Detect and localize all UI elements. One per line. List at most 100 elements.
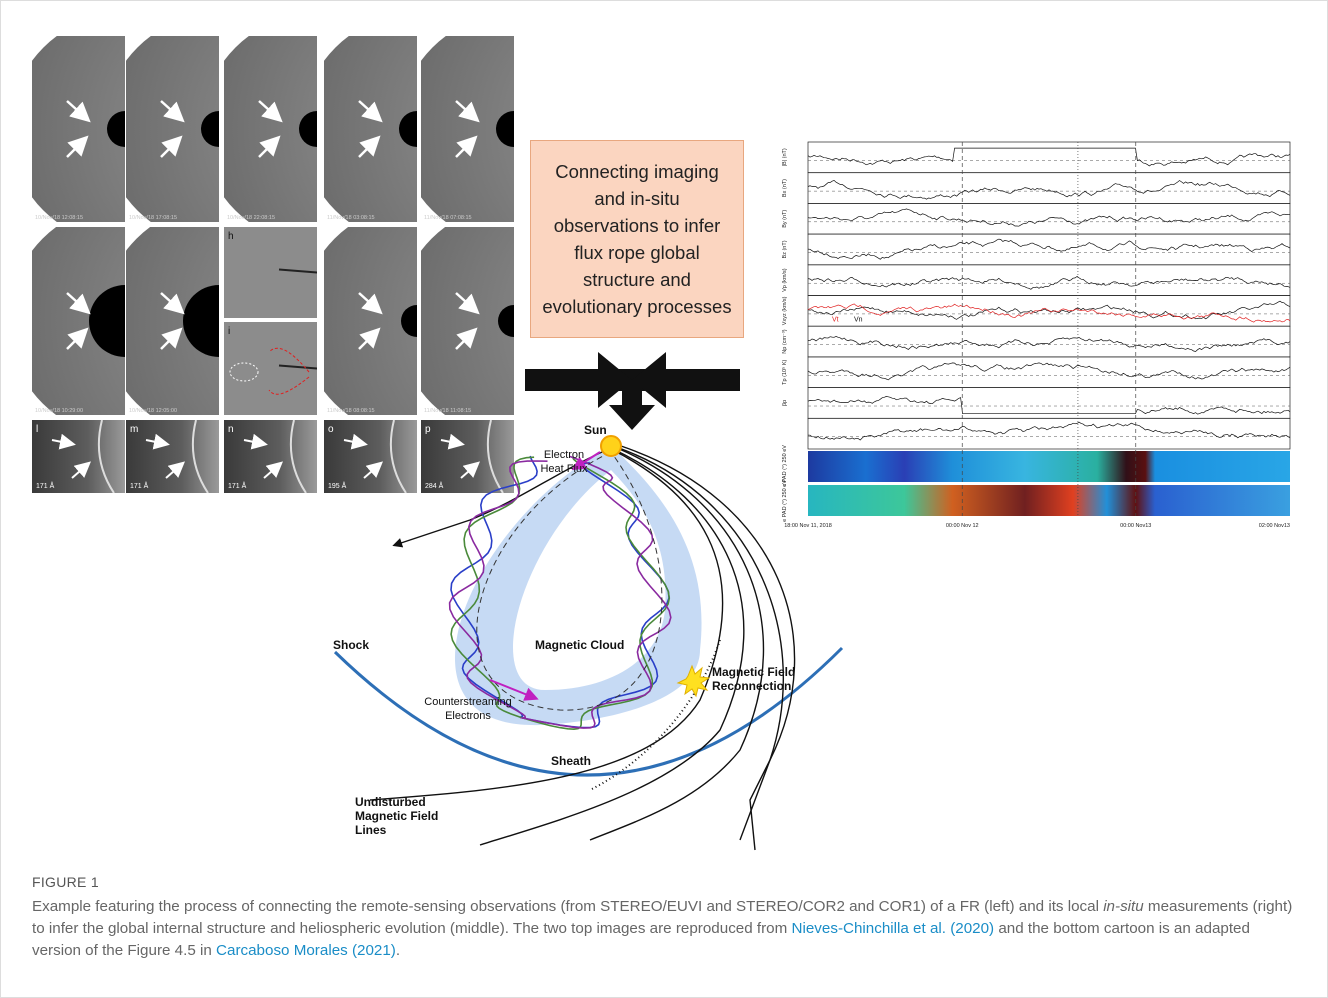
trace bbox=[808, 209, 1290, 226]
panel-time: 10/Nov/18 17:08:15 bbox=[129, 215, 177, 221]
occulter bbox=[496, 111, 532, 147]
axis-label: βp bbox=[782, 400, 788, 406]
time-label: 02:00 Nov13 bbox=[1259, 523, 1290, 529]
axis-label: e PAD (°) 250 eV bbox=[782, 480, 788, 522]
axis-label: Vxyz (km/s) bbox=[782, 296, 788, 325]
spectrogram bbox=[808, 451, 1290, 482]
panel-letter: c bbox=[228, 40, 233, 51]
panel-content: o 195 Å bbox=[324, 420, 417, 493]
panel-letter: n bbox=[228, 424, 234, 435]
panel-time: 11/Nov/18 11:08:15 bbox=[424, 408, 471, 414]
plot-frame bbox=[808, 326, 1290, 357]
sun-label: Sun bbox=[584, 423, 607, 437]
black-arrows bbox=[525, 352, 740, 430]
figure-page: a 10/Nov/18 12:08:15 b 10/Nov/18 17:08:15 c 1… bbox=[0, 0, 1328, 998]
reconnection-label: Magnetic Field Reconnection bbox=[712, 665, 802, 693]
image-panel: o 195 Å bbox=[324, 420, 417, 493]
trace bbox=[808, 180, 1290, 199]
panel-wavelength: 284 Å bbox=[425, 481, 444, 490]
panel-time: 11/Nov/18 08:08:15 bbox=[327, 408, 375, 414]
trace bbox=[808, 239, 1290, 259]
plot-frame bbox=[808, 234, 1290, 265]
plot-frame bbox=[808, 418, 1290, 449]
sheath-label: Sheath bbox=[551, 754, 591, 768]
panel-time: 11/Nov/18 07:08:15 bbox=[424, 215, 472, 221]
panel-wavelength: 171 Å bbox=[36, 481, 55, 490]
axis-label: Vp (km/s) bbox=[782, 268, 788, 292]
axis-label: Tp (10⁵ K) bbox=[781, 359, 788, 384]
trace bbox=[808, 148, 1290, 166]
panel-letter: j bbox=[327, 231, 330, 242]
time-label: 00:00 Nov 12 bbox=[946, 523, 979, 529]
axis-label: By (nT) bbox=[782, 210, 788, 228]
magnetic-cloud-label: Magnetic Cloud bbox=[535, 638, 624, 652]
panel-wavelength: 171 Å bbox=[130, 481, 149, 490]
panel-letter: e bbox=[425, 40, 431, 51]
in-situ-plot: |B| (nT) Bx (nT) By (nT) Bz (nT) Vp (km/s) Vx… bbox=[781, 142, 1290, 529]
panel-letter: i bbox=[228, 326, 230, 337]
shock-label: Shock bbox=[333, 638, 369, 652]
plot-frame bbox=[808, 142, 1290, 173]
image-panel: n 171 Å bbox=[224, 420, 317, 493]
legend-label: Vn bbox=[854, 317, 863, 324]
trace bbox=[808, 363, 1290, 380]
concept-box: Connecting imaging and in-situ observati… bbox=[530, 140, 744, 338]
caption-label: FIGURE 1 bbox=[32, 874, 99, 890]
panel-letter: p bbox=[425, 424, 431, 435]
image-panel: p 284 Å bbox=[421, 420, 514, 493]
image-panel: l 171 Å bbox=[32, 420, 125, 493]
trace bbox=[808, 276, 1290, 289]
caption-text: Example featuring the process of connect… bbox=[32, 898, 1103, 915]
panel-letter: l bbox=[36, 424, 38, 435]
panel-time: 10/Nov/18 10:29:00 bbox=[35, 408, 83, 414]
caption: Example featuring the process of connect… bbox=[32, 896, 1302, 962]
panel-content: m 171 Å bbox=[126, 420, 219, 493]
image-panel: m 171 Å bbox=[126, 420, 219, 493]
panel-letter: h bbox=[228, 231, 234, 242]
axis-label: |B| (nT) bbox=[782, 148, 788, 166]
panel-bg bbox=[224, 227, 317, 318]
panel-content: h bbox=[224, 227, 317, 318]
panel-content: n 171 Å bbox=[224, 420, 317, 493]
panel-letter: m bbox=[130, 424, 138, 435]
panel-wavelength: 171 Å bbox=[228, 481, 247, 490]
panel-letter: f bbox=[36, 231, 39, 242]
panel-time: 10/Nov/18 12:05:00 bbox=[129, 408, 177, 414]
reference-link[interactable]: Nieves-Chinchilla et al. (2020) bbox=[792, 920, 995, 937]
panel-time: 10/Nov/18 22:08:15 bbox=[227, 215, 275, 221]
caption-text: . bbox=[396, 942, 400, 959]
legend-label: Vt bbox=[832, 317, 839, 324]
panel-letter: o bbox=[328, 424, 334, 435]
panel-content: l 171 Å bbox=[32, 420, 125, 493]
image-panel: i bbox=[224, 322, 317, 415]
panel-letter: d bbox=[328, 40, 334, 51]
panel-bg bbox=[224, 322, 317, 415]
occulter bbox=[498, 305, 530, 337]
spectrogram bbox=[808, 485, 1290, 516]
trace bbox=[808, 422, 1290, 440]
image-panel: h bbox=[224, 227, 317, 318]
sun bbox=[601, 436, 621, 456]
panel-wavelength: 195 Å bbox=[328, 481, 347, 490]
trace bbox=[808, 396, 1290, 414]
plot-frame bbox=[808, 357, 1290, 388]
time-label: 18:00 Nov 11, 2018 bbox=[784, 523, 832, 529]
undisturbed-label: Undisturbed Magnetic Field Lines bbox=[355, 795, 470, 837]
panel-letter: g bbox=[130, 231, 136, 242]
counterstreaming-label: Counterstreaming Electrons bbox=[418, 695, 518, 723]
reference-link[interactable]: Carcaboso Morales (2021) bbox=[216, 942, 396, 959]
panel-letter: b bbox=[130, 40, 136, 51]
axis-label: Bz (nT) bbox=[782, 240, 788, 258]
caption-italic: in-situ bbox=[1103, 898, 1144, 915]
axis-label: Np (cm⁻³) bbox=[782, 329, 788, 353]
panel-time: 11/Nov/18 03:08:15 bbox=[327, 215, 375, 221]
panel-time: 10/Nov/18 12:08:15 bbox=[35, 215, 83, 221]
panel-content: p 284 Å bbox=[421, 420, 514, 493]
axis-label: Bx (nT) bbox=[782, 179, 788, 197]
heat-flux-label: Electron Heat Flux bbox=[534, 448, 594, 476]
time-label: 00:00 Nov13 bbox=[1120, 523, 1151, 529]
panel-content: i bbox=[224, 322, 317, 415]
panel-letter: a bbox=[36, 40, 42, 51]
trace bbox=[808, 336, 1290, 351]
plot-frame bbox=[808, 173, 1290, 204]
